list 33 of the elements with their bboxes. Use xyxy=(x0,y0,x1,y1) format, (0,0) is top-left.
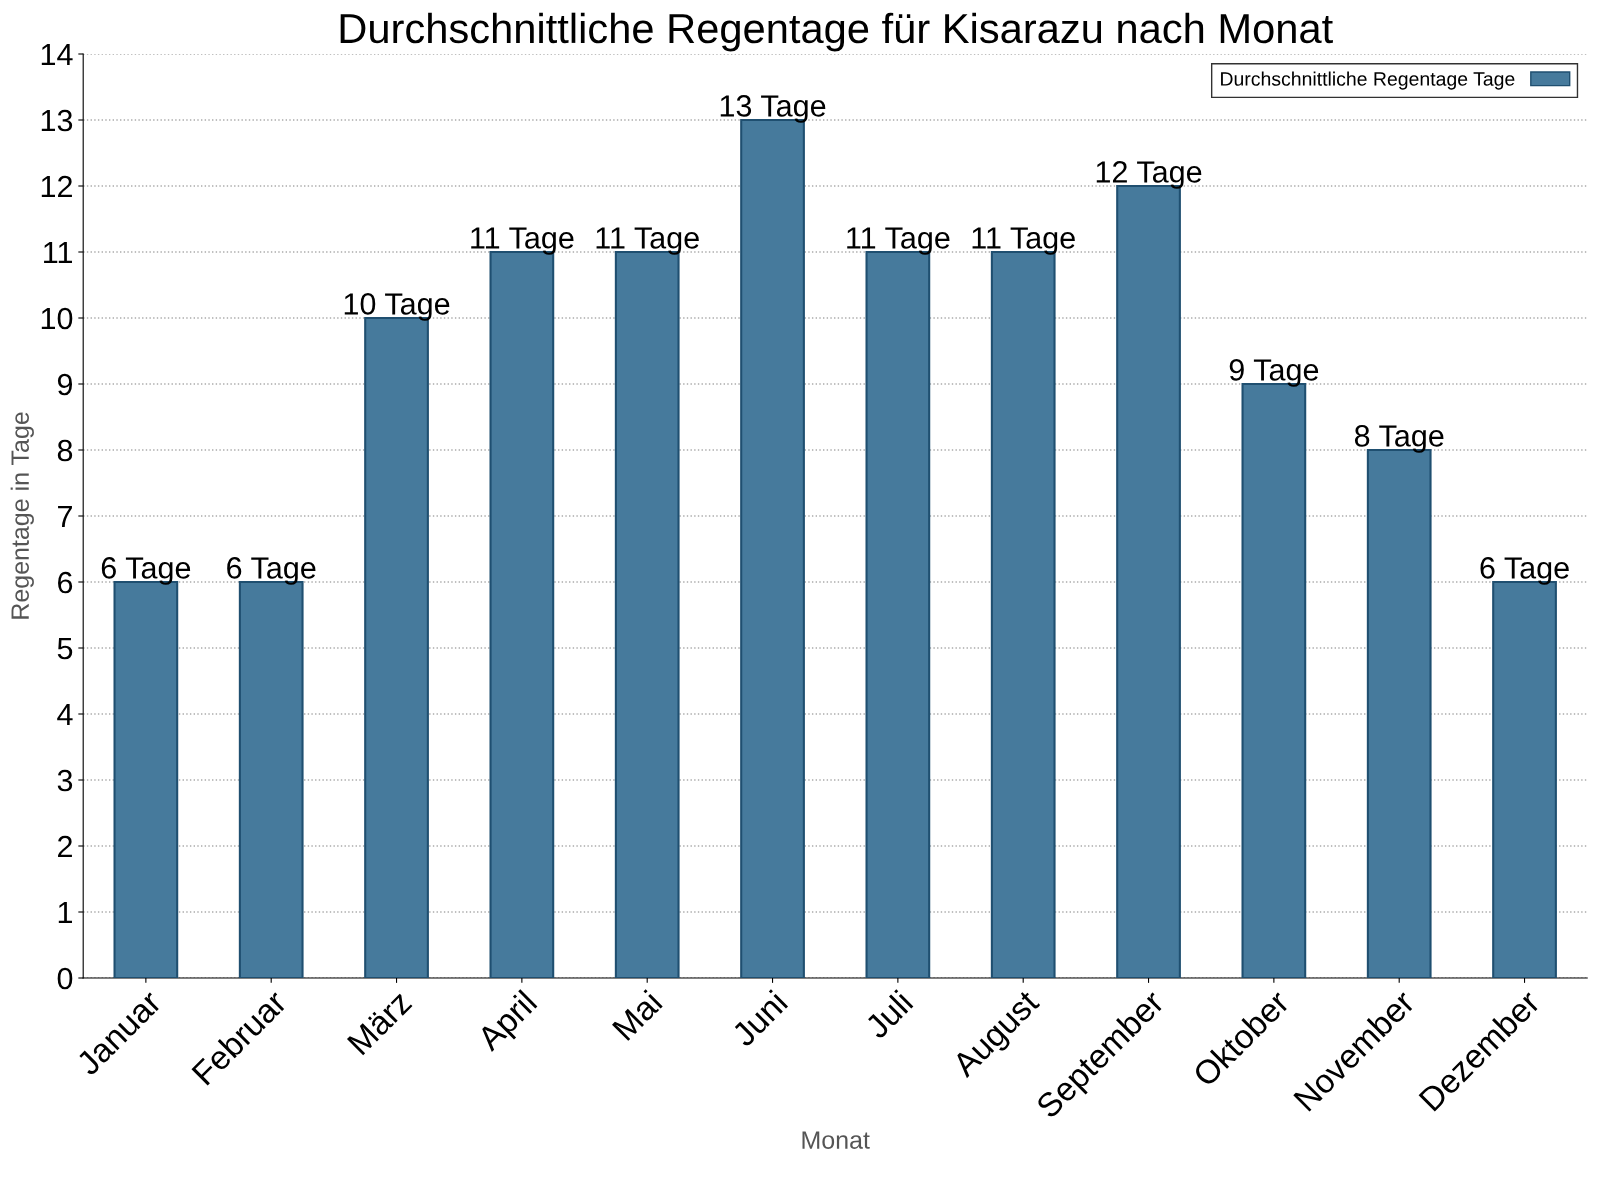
x-axis-title: Monat xyxy=(802,1131,870,1149)
data-label: 6 Tage xyxy=(1480,557,1569,585)
y-tick-label: 1 xyxy=(58,902,72,924)
y-tick-label: 14 xyxy=(41,44,73,66)
chart-title: Durchschnittliche Regentage für Kisarazu nach Monat xyxy=(340,12,1333,52)
y-tick-label: 10 xyxy=(41,307,73,330)
data-label: 13 Tage xyxy=(720,95,826,123)
data-label: 6 Tage xyxy=(101,557,191,585)
data-label: 11 Tage xyxy=(471,227,574,255)
y-axis-title: Regentage in Tage xyxy=(10,412,34,619)
data-label: 11 Tage xyxy=(847,227,950,255)
data-label: 12 Tage xyxy=(1096,161,1202,189)
y-tick-label: 12 xyxy=(41,175,72,198)
y-tick-label: 8 xyxy=(57,439,73,462)
x-tick-label: Mai xyxy=(611,989,663,1042)
legend-label: Durchschnittliche Regentage Tage xyxy=(1221,71,1515,90)
y-tick-label: 11 xyxy=(44,242,72,264)
data-label: 11 Tage xyxy=(596,227,699,255)
y-tick-label: 2 xyxy=(58,835,72,858)
x-tick-label: Juli xyxy=(862,989,914,1041)
y-tick-label: 0 xyxy=(57,967,73,990)
data-label: 11 Tage xyxy=(972,227,1075,255)
data-label: 6 Tage xyxy=(227,557,316,585)
y-tick-label: 3 xyxy=(57,769,73,792)
y-tick-label: 6 xyxy=(58,571,73,594)
data-label: 9 Tage xyxy=(1229,359,1319,387)
data-label: 10 Tage xyxy=(344,293,450,321)
y-tick-label: 5 xyxy=(57,638,73,660)
y-tick-label: 7 xyxy=(58,506,72,528)
data-label: 8 Tage xyxy=(1354,425,1444,453)
y-tick-label: 13 xyxy=(41,109,73,132)
y-tick-label: 9 xyxy=(57,373,73,396)
y-tick-label: 4 xyxy=(57,704,73,726)
